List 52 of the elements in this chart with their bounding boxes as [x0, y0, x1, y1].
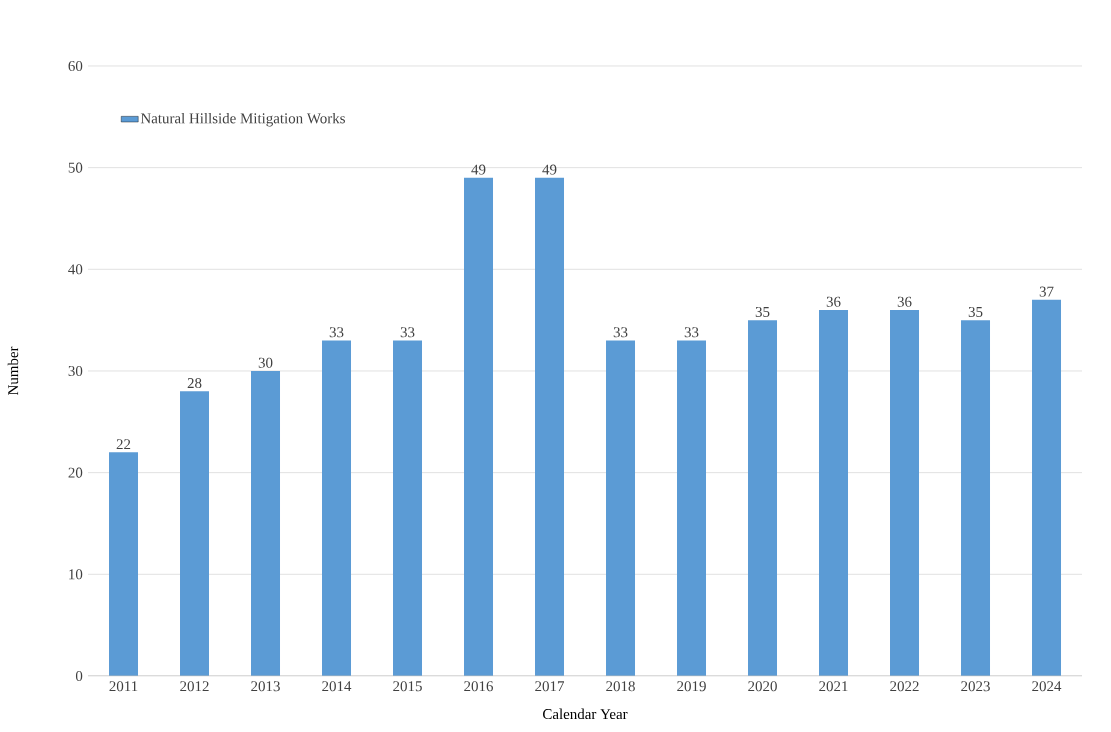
data-label: 33 — [684, 327, 699, 338]
x-tick-label: 2022 — [890, 681, 919, 692]
data-label: 33 — [400, 327, 415, 338]
bar — [464, 177, 494, 676]
x-tick-label: 2020 — [748, 681, 777, 692]
data-label: 37 — [1039, 286, 1054, 297]
y-tick-label: 50 — [68, 162, 83, 173]
x-tick-label: 2024 — [1032, 681, 1062, 692]
data-label: 36 — [826, 296, 841, 307]
bar — [890, 309, 920, 676]
data-label: 33 — [329, 327, 344, 338]
y-tick-label: 10 — [69, 569, 83, 580]
data-label: 33 — [613, 327, 628, 338]
y-tick-label: 60 — [68, 60, 83, 72]
bar — [322, 340, 352, 676]
x-tick-label: 2014 — [322, 681, 352, 692]
x-axis-title: Calendar Year — [543, 708, 628, 720]
data-label: 30 — [258, 357, 273, 368]
bar — [677, 340, 707, 676]
y-tick-label: 0 — [75, 670, 83, 682]
y-axis-title: Number — [7, 346, 19, 396]
bar — [109, 452, 139, 676]
x-tick-label: 2016 — [464, 681, 494, 692]
bar — [1032, 299, 1062, 676]
bar — [393, 340, 423, 676]
y-tick-label: 20 — [68, 467, 83, 478]
x-tick-label: 2017 — [535, 681, 565, 692]
bar — [748, 320, 778, 676]
data-label: 28 — [187, 378, 202, 389]
x-tick-label: 2019 — [677, 681, 706, 692]
data-label: 35 — [968, 306, 983, 317]
x-tick-label: 2012 — [180, 681, 209, 692]
y-tick-label: 30 — [68, 365, 83, 377]
data-label: 49 — [471, 164, 486, 175]
bar — [180, 391, 210, 676]
legend-label: Natural Hillside Mitigation Works — [140, 112, 345, 127]
x-tick-label: 2015 — [393, 681, 422, 692]
x-tick-label: 2023 — [961, 681, 990, 692]
bar — [251, 370, 281, 676]
bar — [819, 309, 849, 676]
data-label: 22 — [116, 439, 131, 450]
x-tick-label: 2011 — [109, 681, 138, 692]
data-label: 35 — [755, 306, 770, 317]
data-label: 49 — [542, 164, 557, 175]
bar — [606, 340, 636, 676]
x-tick-label: 2013 — [251, 681, 280, 692]
data-label: 36 — [897, 296, 912, 307]
x-tick-label: 2018 — [606, 681, 635, 692]
x-tick-label: 2021 — [819, 681, 848, 692]
bar — [961, 320, 991, 676]
y-tick-label: 40 — [68, 264, 83, 275]
bar — [535, 177, 565, 676]
